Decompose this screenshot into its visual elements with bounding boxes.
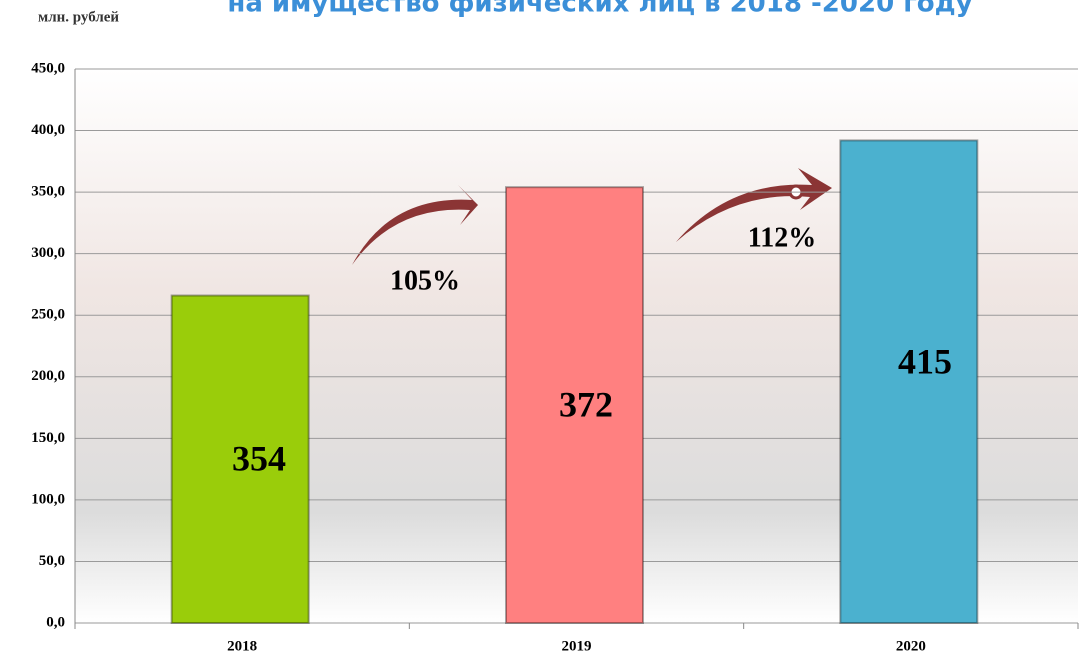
annotation: 105% <box>390 265 460 296</box>
y-tick-label: 350,0 <box>31 184 65 200</box>
chart-title: на имущество физических лиц в 2018 -2020… <box>227 0 972 19</box>
x-tick-label: 2019 <box>562 638 592 654</box>
y-tick-label: 150,0 <box>31 430 65 446</box>
y-tick-label: 250,0 <box>31 307 65 323</box>
y-tick-label: 400,0 <box>31 122 65 138</box>
chart: на имущество физических лиц в 2018 -2020… <box>0 0 1086 657</box>
y-tick-label: 50,0 <box>39 553 65 569</box>
annotation: 112% <box>748 222 816 253</box>
x-tick-label: 2018 <box>227 638 257 654</box>
y-tick-label: 0,0 <box>46 614 65 630</box>
y-axis-label: млн. рублей <box>38 9 119 25</box>
annotation: 372 <box>559 384 613 424</box>
page: на имущество физических лиц в 2018 -2020… <box>0 0 1086 657</box>
y-tick-label: 200,0 <box>31 368 65 384</box>
y-tick-label: 450,0 <box>31 60 65 76</box>
y-tick-label: 300,0 <box>31 245 65 261</box>
y-tick-label: 100,0 <box>31 491 65 507</box>
annotation: 415 <box>898 341 952 381</box>
x-tick-label: 2020 <box>896 638 926 654</box>
bar <box>840 140 977 623</box>
annotation: 354 <box>232 438 286 478</box>
